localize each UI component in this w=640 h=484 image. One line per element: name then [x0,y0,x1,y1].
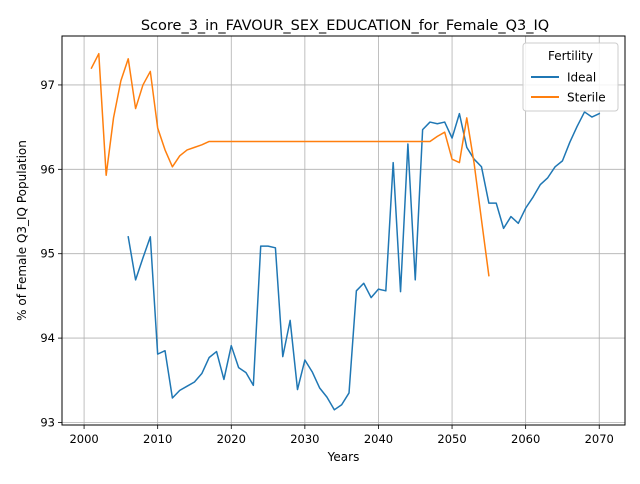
x-axis: 2000 2010 2020 2030 2040 2050 2060 2070 [69,425,614,446]
x-tick-label: 2070 [585,432,614,446]
x-tick-label: 2060 [511,432,540,446]
plot-frame [61,35,626,426]
x-tick-label: 2000 [69,432,98,446]
series-lines [90,52,601,411]
x-tick-label: 2030 [290,432,319,446]
y-axis-label: % of Female Q3_IQ Population [15,140,29,321]
legend-label-ideal: Ideal [567,71,596,85]
y-tick-label: 95 [40,247,55,261]
series-line-ideal [127,111,601,411]
legend-label-sterile: Sterile [567,91,606,105]
x-axis-label: Years [327,450,360,464]
y-tick-label: 94 [40,331,55,345]
y-axis: 93 94 95 96 97 [40,78,62,429]
chart-title: Score_3_in_FAVOUR_SEX_EDUCATION_for_Fema… [141,18,549,34]
y-tick-label: 97 [40,78,55,92]
x-tick-label: 2010 [143,432,172,446]
legend: Fertility Ideal Sterile [522,42,619,112]
legend-box [522,42,619,112]
x-tick-label: 2040 [364,432,393,446]
legend-title: Fertility [548,49,593,63]
y-tick-label: 93 [40,415,55,429]
y-tick-label: 96 [40,162,55,176]
series-line-sterile [90,52,490,277]
x-tick-label: 2020 [217,432,246,446]
x-tick-label: 2050 [437,432,466,446]
